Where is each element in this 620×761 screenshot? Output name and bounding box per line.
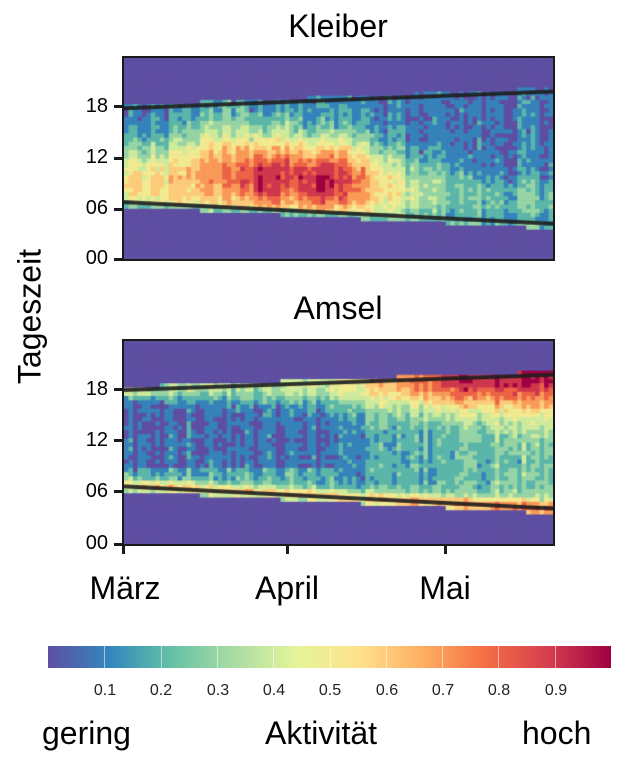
- amsel-ytick-00: 00: [85, 532, 108, 554]
- kleiber-ytick-06: 06: [85, 197, 108, 219]
- kleiber-ytick-mark: [114, 105, 122, 108]
- kleiber-heatmap-canvas: [124, 58, 553, 259]
- amsel-ytick-mark: [114, 543, 122, 546]
- colorbar-separator: [498, 646, 500, 668]
- cb-tick-0.8: 0.8: [487, 682, 511, 699]
- cb-tick-0.6: 0.6: [375, 682, 399, 699]
- amsel-heatmap-canvas: [124, 341, 553, 544]
- cb-tick-0.1: 0.1: [93, 682, 117, 699]
- kleiber-title: Kleiber: [288, 8, 388, 44]
- colorbar-separator: [554, 646, 556, 668]
- colorbar-title: Aktivität: [265, 715, 378, 751]
- xtick-label-april: April: [254, 570, 319, 606]
- amsel-ytick-mark: [114, 388, 122, 391]
- xtick-april: [286, 546, 289, 554]
- colorbar-low-label: gering: [42, 715, 131, 751]
- colorbar-separator: [385, 646, 387, 668]
- kleiber-ytick-18: 18: [85, 95, 108, 117]
- kleiber-heatmap: [122, 56, 555, 261]
- y-axis-label: Tageszeit: [11, 248, 48, 385]
- activity-colorbar: [48, 646, 611, 668]
- amsel-heatmap: [122, 339, 555, 546]
- amsel-ytick-12: 12: [85, 429, 108, 451]
- xtick-label-mai: Mai: [419, 570, 471, 606]
- kleiber-ytick-mark: [114, 157, 122, 160]
- colorbar-separator: [273, 646, 275, 668]
- colorbar-separator: [216, 646, 218, 668]
- xtick-mai: [444, 546, 447, 554]
- xtick-label-maerz: März: [89, 570, 161, 606]
- cb-tick-0.5: 0.5: [318, 682, 342, 699]
- amsel-title: Amsel: [293, 290, 383, 326]
- kleiber-ytick-mark: [114, 208, 122, 211]
- kleiber-ytick-12: 12: [85, 146, 108, 168]
- kleiber-ytick-mark: [114, 258, 122, 261]
- cb-tick-0.3: 0.3: [206, 682, 230, 699]
- amsel-ytick-18: 18: [85, 378, 108, 400]
- cb-tick-0.7: 0.7: [431, 682, 455, 699]
- colorbar-high-label: hoch: [522, 715, 592, 751]
- colorbar-separator: [160, 646, 162, 668]
- cb-tick-0.4: 0.4: [262, 682, 286, 699]
- kleiber-ytick-00: 00: [85, 247, 108, 269]
- cb-tick-0.2: 0.2: [149, 682, 173, 699]
- colorbar-separator: [442, 646, 444, 668]
- colorbar-separator: [104, 646, 106, 668]
- xtick-maerz: [122, 546, 125, 554]
- colorbar-separator: [329, 646, 331, 668]
- amsel-ytick-mark: [114, 439, 122, 442]
- amsel-ytick-mark: [114, 490, 122, 493]
- amsel-ytick-06: 06: [85, 480, 108, 502]
- cb-tick-0.9: 0.9: [544, 682, 568, 699]
